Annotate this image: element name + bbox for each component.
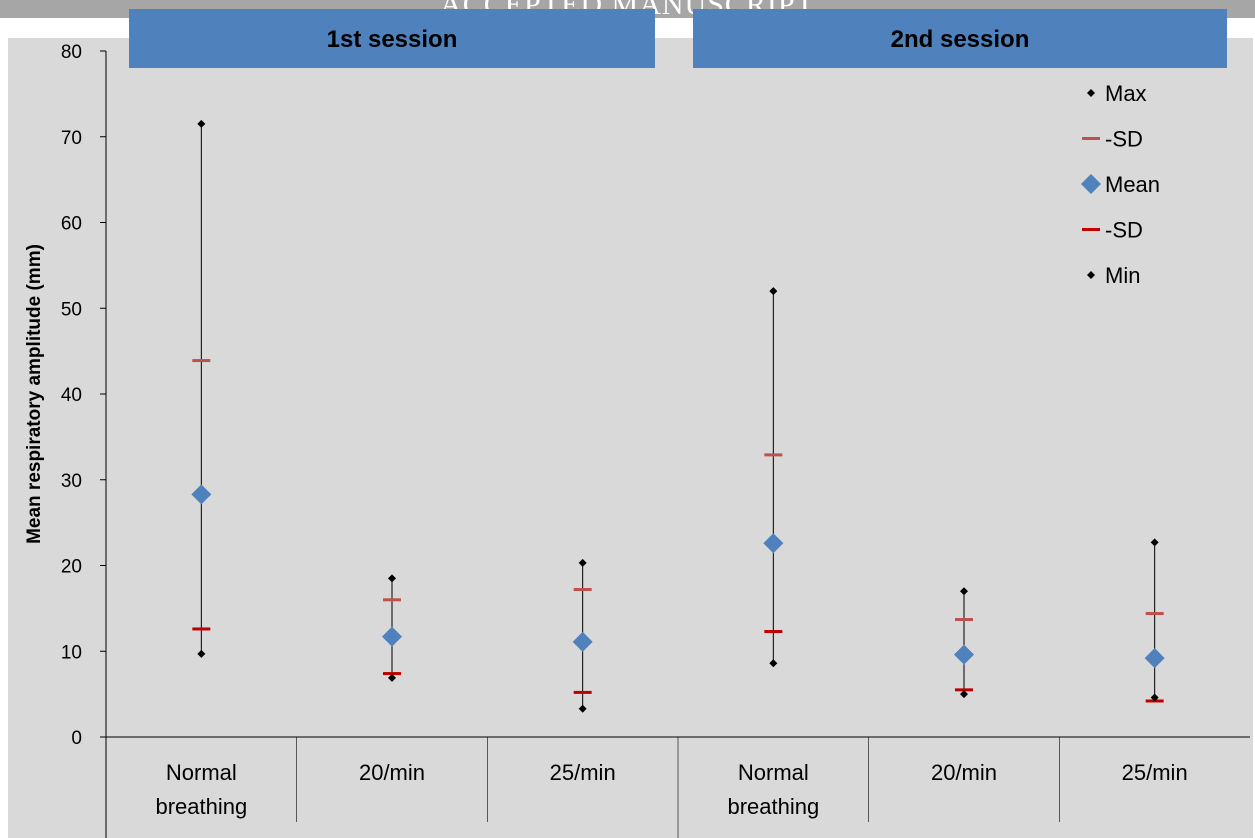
lower-sd-mark <box>383 672 401 676</box>
lower-sd-mark <box>764 630 783 634</box>
category-label: Normal <box>166 760 237 785</box>
session-header-label: 2nd session <box>891 26 1030 53</box>
mean-point <box>382 626 402 647</box>
y-tick-label: 10 <box>61 642 82 663</box>
axes <box>105 51 1250 838</box>
min-point <box>197 649 206 658</box>
min-point <box>769 659 778 668</box>
legend-marker <box>1087 271 1095 279</box>
y-axis-ticks: 0 10 20 30 40 50 60 70 80 <box>61 42 106 749</box>
max-point <box>578 558 587 567</box>
session-header-box <box>693 9 1227 68</box>
legend-label: Mean <box>1105 172 1160 197</box>
category-label: 20/min <box>931 760 997 785</box>
data-marks <box>191 119 1165 713</box>
y-tick-label: 60 <box>61 214 82 235</box>
category-label: breathing <box>155 794 247 819</box>
y-tick-label: 30 <box>61 471 82 492</box>
legend-marker <box>1081 174 1101 194</box>
legend-label: Max <box>1105 81 1147 106</box>
upper-sd-mark <box>955 618 973 622</box>
session-header-box <box>129 9 655 68</box>
y-tick-label: 70 <box>61 128 82 149</box>
mean-point <box>954 644 974 665</box>
legend-marker <box>1087 89 1095 97</box>
max-point <box>388 574 396 583</box>
plot-area <box>8 38 1253 838</box>
upper-sd-mark <box>573 588 592 592</box>
category-label: Normal <box>738 760 809 785</box>
upper-sd-mark <box>1145 612 1164 616</box>
max-point <box>769 287 778 296</box>
session-header-label: 1st session <box>327 26 458 53</box>
category-label: 25/min <box>550 760 616 785</box>
upper-sd-mark <box>764 453 783 457</box>
y-tick-label: 80 <box>61 42 82 63</box>
category-labels: Normal breathing 20/min 25/min Normal breathi… <box>155 760 1187 819</box>
lower-sd-mark <box>192 627 211 631</box>
y-tick-label: 40 <box>61 385 82 406</box>
y-tick-label: 20 <box>61 557 82 578</box>
legend-label: Min <box>1105 263 1140 288</box>
session-headers: 1st session 2nd session <box>129 9 1227 68</box>
max-point <box>960 587 968 596</box>
upper-sd-mark <box>192 359 211 363</box>
y-tick-label: 50 <box>61 299 82 320</box>
min-point <box>1150 693 1159 702</box>
min-point <box>388 673 396 682</box>
category-label: 20/min <box>359 760 425 785</box>
legend-label: -SD <box>1105 127 1143 152</box>
mean-point <box>191 484 212 505</box>
mean-point <box>763 533 784 554</box>
y-tick-label: 0 <box>71 728 82 749</box>
legend: Max -SD Mean -SD Min <box>1081 81 1160 288</box>
mean-point <box>572 631 593 652</box>
category-label: breathing <box>727 794 819 819</box>
legend-label: -SD <box>1105 218 1143 243</box>
lower-sd-mark <box>573 690 592 694</box>
min-point <box>960 690 968 699</box>
max-point <box>197 119 206 128</box>
max-point <box>1150 538 1159 547</box>
lower-sd-mark <box>955 688 973 692</box>
upper-sd-mark <box>383 598 401 602</box>
y-axis-label: Mean respiratory amplitude (mm) <box>24 244 45 544</box>
legend-marker <box>1082 228 1100 231</box>
category-label: 25/min <box>1122 760 1188 785</box>
mean-point <box>1144 648 1165 669</box>
legend-marker <box>1082 137 1100 140</box>
min-point <box>578 704 587 713</box>
